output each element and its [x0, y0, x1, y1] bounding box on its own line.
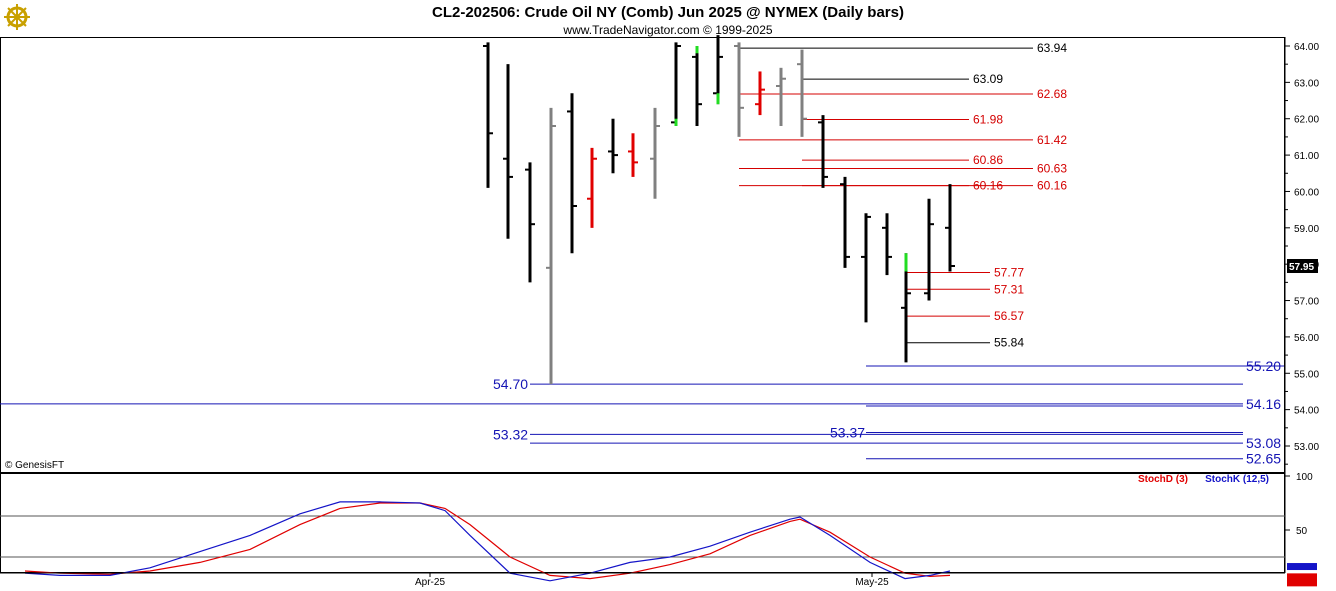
navigator-ship-wheel-icon: [4, 4, 30, 30]
ohlc-bar: [924, 198, 934, 301]
ohlc-bar: [546, 107, 556, 385]
price-tick-label: 62.00: [1294, 115, 1319, 126]
ohlc-bar: [628, 133, 638, 177]
ohlc-bar: [525, 162, 535, 283]
price-tick-label: 56.00: [1294, 333, 1319, 344]
copyright-label: © GenesisFT: [5, 460, 64, 471]
price-tick-label: 63.00: [1294, 78, 1319, 89]
ohlc-bar: [882, 213, 892, 276]
last-price-box: [1287, 259, 1318, 273]
level-label: 55.84: [994, 336, 1024, 350]
chart-title: CL2-202506: Crude Oil NY (Comb) Jun 2025…: [432, 4, 904, 21]
level-label: 61.98: [973, 112, 1003, 126]
time-axis: Apr-25 May-25: [415, 573, 889, 588]
stoch-tick-label: 100: [1296, 472, 1313, 483]
fib-level-label: 52.65: [1246, 451, 1281, 467]
ohlc-bar: [692, 46, 702, 126]
stoch-series-line: [24, 501, 951, 582]
stochastic-panel-frame: [0, 473, 1285, 573]
fib-level-label: 53.08: [1246, 435, 1281, 451]
time-tick-label: May-25: [855, 577, 889, 588]
stochastic-lines: [24, 501, 951, 582]
level-label: 60.16: [973, 179, 1003, 193]
time-tick-label: Apr-25: [415, 577, 445, 588]
level-label: 63.09: [973, 72, 1003, 86]
ohlc-bar: [797, 49, 807, 137]
ohlc-bar: [861, 213, 871, 323]
retracement-levels: 63.94 63.09 62.68 61.98 61.42 60.86 60.63 60.16…: [739, 41, 1067, 350]
price-tick-label: 54.00: [1294, 406, 1319, 417]
ohlc-bar: [608, 118, 618, 174]
stoch-series-line: [24, 502, 951, 580]
fib-level-label: 53.37: [830, 425, 865, 441]
ohlc-bar: [776, 67, 786, 126]
last-price-label: 57.95: [1289, 262, 1314, 273]
ohlc-bar: [945, 184, 955, 272]
level-label: 61.42: [1037, 133, 1067, 147]
ohlc-bar: [818, 115, 828, 188]
fib-level-label: 54.70: [493, 376, 528, 392]
ohlc-bar: [840, 176, 850, 268]
stoch-tick-label: 50: [1296, 526, 1308, 537]
level-label: 63.94: [1037, 41, 1067, 55]
ohlc-bar: [587, 147, 597, 228]
level-label: 62.68: [1037, 87, 1067, 101]
ohlc-bars: [483, 35, 955, 385]
price-tick-label: 60.00: [1294, 187, 1319, 198]
price-tick-label: 61.00: [1294, 151, 1319, 162]
legend-stochd: StochD (3): [1138, 474, 1188, 485]
fib-level-label: 54.16: [1246, 396, 1281, 412]
level-label: 57.31: [994, 282, 1024, 296]
ohlc-bar: [503, 64, 513, 239]
fib-level-label: 55.20: [1246, 358, 1281, 374]
level-label: 60.16: [1037, 179, 1067, 193]
ohlc-bar: [567, 93, 577, 254]
level-label: 60.86: [973, 153, 1003, 167]
chart-subtitle: www.TradeNavigator.com © 1999-2025: [562, 23, 772, 37]
level-label: 57.77: [994, 266, 1024, 280]
price-tick-label: 57.00: [1294, 297, 1319, 308]
price-tick-label: 64.00: [1294, 42, 1319, 53]
ohlc-bar: [483, 42, 493, 188]
level-label: 56.57: [994, 309, 1024, 323]
ohlc-bar: [755, 71, 765, 116]
stochd-last-box: [1287, 573, 1317, 587]
price-tick-label: 59.00: [1294, 224, 1319, 235]
level-label: 60.63: [1037, 162, 1067, 176]
stochastic-axis: 100 50: [0, 472, 1317, 587]
price-axis: 64.0063.0062.0061.0060.0059.0058.0057.00…: [1285, 42, 1319, 465]
legend-stochk: StochK (12,5): [1205, 474, 1269, 485]
price-tick-label: 53.00: [1294, 442, 1319, 453]
ohlc-bar: [671, 42, 681, 126]
fib-level-label: 53.32: [493, 426, 528, 442]
price-panel-frame: [0, 37, 1285, 473]
ohlc-bar: [650, 107, 660, 199]
ohlc-bar: [734, 42, 744, 137]
logo: [4, 4, 30, 30]
price-tick-label: 55.00: [1294, 369, 1319, 380]
stochk-last-box: [1287, 563, 1317, 571]
